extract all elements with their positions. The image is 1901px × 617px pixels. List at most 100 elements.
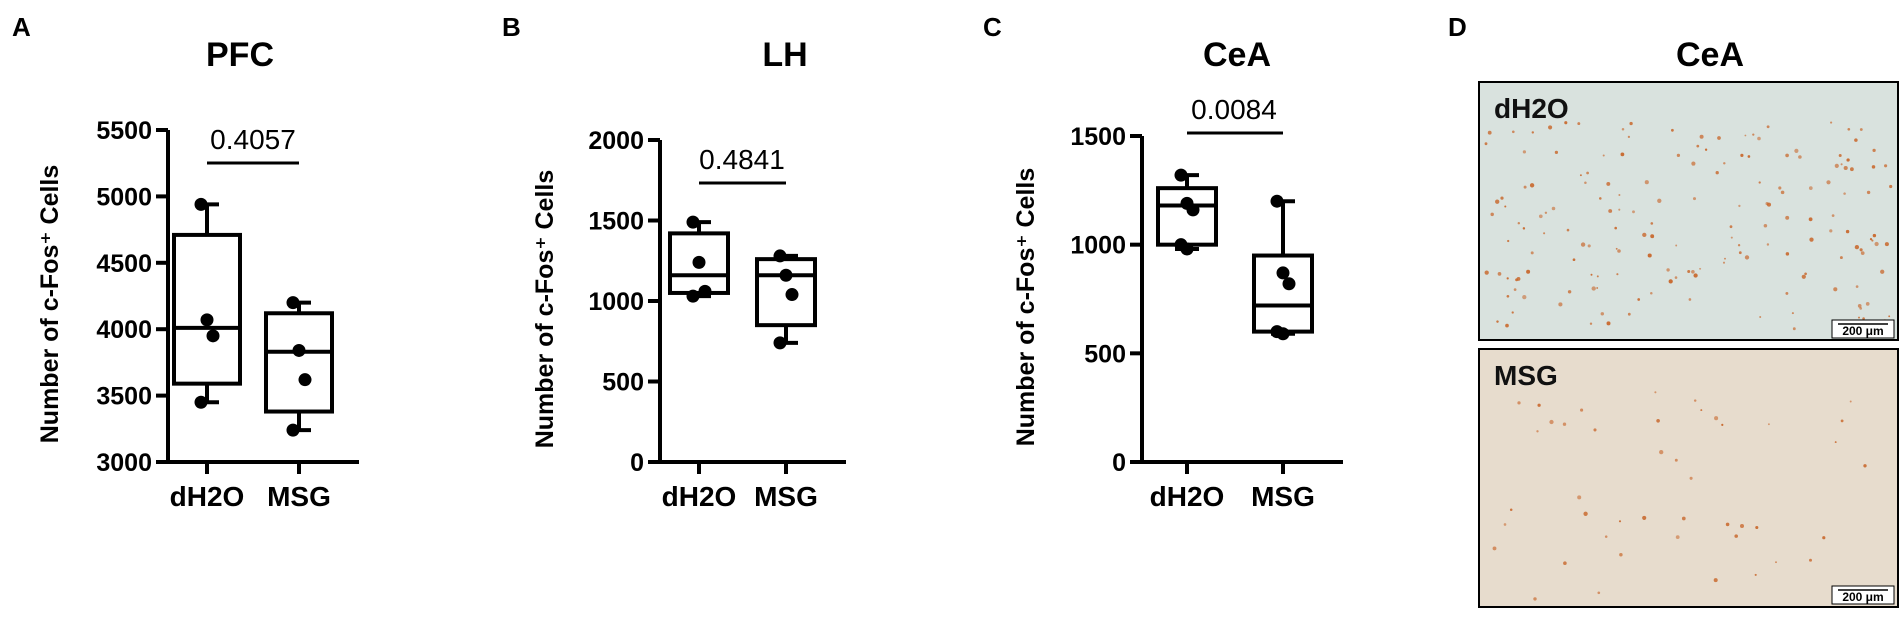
y-tick-label: 4000 bbox=[96, 316, 152, 344]
stained-cell bbox=[1729, 225, 1733, 229]
stained-cell bbox=[1644, 180, 1649, 185]
stained-cell bbox=[1676, 153, 1681, 158]
stained-cell bbox=[1857, 304, 1862, 308]
data-point bbox=[1276, 266, 1290, 280]
y-tick-label: 1000 bbox=[588, 288, 644, 316]
stained-cell bbox=[1666, 268, 1670, 272]
stained-cell bbox=[1724, 257, 1726, 260]
stained-cell bbox=[1526, 269, 1531, 274]
stained-cell bbox=[1767, 423, 1770, 426]
data-point bbox=[686, 289, 700, 303]
stained-cell bbox=[1808, 217, 1813, 222]
stained-cell bbox=[1840, 419, 1844, 423]
stained-cell bbox=[1537, 403, 1541, 407]
stained-cell bbox=[1791, 312, 1794, 315]
stained-cell bbox=[1859, 307, 1863, 310]
stained-cell bbox=[1650, 234, 1655, 239]
stained-cell bbox=[1722, 261, 1726, 264]
stained-cell bbox=[1740, 524, 1744, 528]
stained-cell bbox=[1506, 294, 1510, 298]
stained-cell bbox=[1606, 181, 1611, 186]
stained-cell bbox=[1785, 153, 1789, 158]
stained-cell bbox=[1871, 239, 1874, 242]
chart-cea: C CeA Number of c-Fos⁺ Cells 0 500 1000 1500 dH… bbox=[983, 12, 1343, 512]
stained-cell bbox=[1840, 163, 1843, 166]
stained-cell bbox=[1687, 270, 1691, 273]
stained-cell bbox=[1500, 196, 1504, 200]
stained-cell bbox=[1517, 221, 1521, 225]
stained-cell bbox=[1567, 290, 1572, 294]
stained-cell bbox=[1855, 285, 1859, 288]
stained-cell bbox=[1654, 391, 1657, 394]
stained-cell bbox=[1583, 511, 1588, 516]
stained-cell bbox=[1744, 255, 1750, 260]
chart-panels: A PFC Number of c-Fos⁺ Cells 3000 3500 4000 45… bbox=[12, 12, 1343, 512]
y-tick-label: 3000 bbox=[96, 449, 152, 477]
y-tick-label: 1000 bbox=[1070, 232, 1126, 260]
chart-lh: B LH Number of c-Fos⁺ Cells 0 500 1000 1500 200… bbox=[502, 12, 846, 512]
chart-title: CeA bbox=[1203, 36, 1271, 74]
stained-cell bbox=[1657, 198, 1662, 203]
box-dh2o bbox=[668, 215, 730, 303]
box-iqr bbox=[755, 257, 817, 328]
stained-cell bbox=[1517, 401, 1521, 405]
stained-cell bbox=[1804, 272, 1807, 276]
micrograph-control: dH2O 200 μm bbox=[1478, 81, 1899, 341]
stained-cell bbox=[1506, 277, 1509, 280]
y-axis-label: Number of c-Fos⁺ Cells bbox=[531, 170, 559, 449]
stained-cell bbox=[1858, 316, 1860, 319]
stained-cell bbox=[1845, 229, 1850, 234]
stained-cell bbox=[1572, 258, 1576, 262]
stained-cell bbox=[1507, 239, 1510, 243]
stained-cell bbox=[1580, 242, 1586, 247]
y-tick-label: 1500 bbox=[588, 208, 644, 236]
stained-cell bbox=[1689, 476, 1693, 480]
stained-cell bbox=[1752, 133, 1755, 136]
stained-cell bbox=[1577, 495, 1582, 500]
panel-letter: B bbox=[502, 12, 521, 42]
stained-cell bbox=[1785, 215, 1790, 220]
data-point bbox=[773, 336, 787, 350]
stained-cell bbox=[1484, 142, 1488, 146]
micrograph-msg: MSG 200 μm bbox=[1478, 348, 1899, 608]
micrograph-title: CeA bbox=[1676, 36, 1744, 74]
stained-cell bbox=[1503, 523, 1507, 526]
stained-cell bbox=[1725, 522, 1730, 527]
stained-cell bbox=[1880, 269, 1885, 274]
stained-cell bbox=[1691, 161, 1696, 166]
stained-cell bbox=[1794, 148, 1799, 153]
stained-cell bbox=[1668, 279, 1673, 284]
stained-cell bbox=[1543, 232, 1546, 235]
stained-cell bbox=[1721, 423, 1724, 426]
stained-cell bbox=[1650, 222, 1654, 225]
stained-cell bbox=[1505, 323, 1509, 328]
stained-cell bbox=[1606, 321, 1611, 326]
p-value-label: 0.4841 bbox=[699, 144, 785, 175]
stained-cell bbox=[1484, 270, 1489, 275]
stained-cell bbox=[1614, 226, 1617, 230]
stained-cell bbox=[1843, 165, 1848, 171]
stained-cell bbox=[1713, 578, 1718, 583]
stained-cell bbox=[1522, 227, 1526, 230]
stained-cell bbox=[1688, 298, 1692, 301]
y-tick-label: 2000 bbox=[588, 127, 644, 155]
stained-cell bbox=[1675, 244, 1678, 247]
stained-cell bbox=[1513, 288, 1517, 291]
stained-cell bbox=[1591, 286, 1596, 291]
data-point bbox=[1282, 277, 1296, 291]
x-category-label: MSG bbox=[267, 481, 331, 512]
data-point bbox=[686, 215, 700, 229]
data-point bbox=[298, 373, 312, 387]
data-point bbox=[206, 329, 220, 343]
stained-cell bbox=[1775, 561, 1777, 564]
data-point bbox=[785, 288, 799, 302]
stained-cell bbox=[1497, 272, 1502, 276]
micrograph-control-image bbox=[1478, 81, 1899, 341]
stained-cell bbox=[1884, 164, 1888, 168]
stained-cell bbox=[1801, 274, 1806, 279]
stained-cell bbox=[1822, 536, 1826, 540]
stained-cell bbox=[1617, 249, 1621, 253]
stained-cell bbox=[1621, 127, 1625, 131]
stained-cell bbox=[1632, 210, 1635, 214]
data-point bbox=[692, 255, 706, 269]
